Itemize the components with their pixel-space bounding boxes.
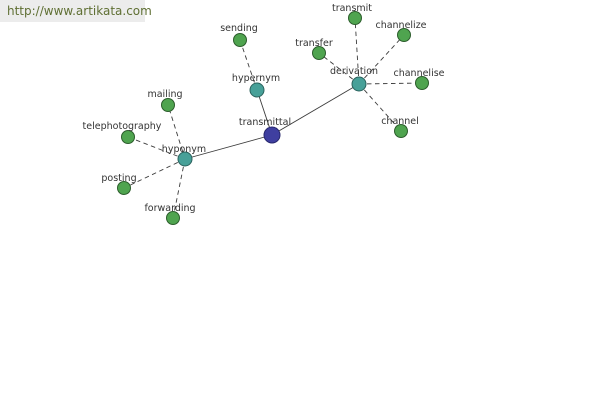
browser-url-bar[interactable]: http://www.artikata.com (0, 0, 152, 22)
url-text: http://www.artikata.com (7, 4, 152, 18)
edge-transmittal-hyponym (184, 134, 273, 160)
edge-hypernym-sending (239, 39, 258, 91)
graph-node-hypernym[interactable] (249, 82, 265, 98)
graph-node-forwarding[interactable] (166, 211, 180, 225)
node-label-hyponym: hyponym (162, 144, 206, 155)
graph-node-hyponym[interactable] (177, 151, 193, 167)
node-label-posting: posting (101, 173, 136, 184)
graph-node-posting[interactable] (117, 181, 131, 195)
graph-node-channelize[interactable] (397, 28, 411, 42)
edge-hyponym-mailing (167, 104, 186, 160)
node-label-transmit: transmit (332, 3, 372, 14)
edge-derivation-transmit (354, 17, 360, 85)
node-label-mailing: mailing (147, 89, 182, 100)
graph-node-derivation[interactable] (351, 76, 367, 92)
graph-node-mailing[interactable] (161, 98, 175, 112)
node-label-transfer: transfer (295, 38, 333, 49)
edge-derivation-transfer (318, 52, 360, 85)
node-label-forwarding: forwarding (144, 203, 195, 214)
node-label-telephotography: telephotography (83, 121, 162, 132)
graph-node-sending[interactable] (233, 33, 247, 47)
node-label-derivation: derivation (330, 66, 378, 77)
edge-transmittal-derivation (271, 83, 360, 136)
node-label-channelise: channelise (393, 68, 444, 79)
edge-hyponym-telephotography (127, 136, 186, 160)
edge-derivation-channelise (358, 82, 423, 85)
edge-hyponym-forwarding (172, 158, 186, 219)
node-label-transmittal: transmittal (239, 117, 291, 128)
graph-node-channel[interactable] (394, 124, 408, 138)
graph-node-channelise[interactable] (415, 76, 429, 90)
edge-hyponym-posting (123, 158, 186, 189)
graph-node-transmit[interactable] (348, 11, 362, 25)
graph-node-transfer[interactable] (312, 46, 326, 60)
node-label-channelize: channelize (375, 20, 426, 31)
graph-node-telephotography[interactable] (121, 130, 135, 144)
edge-derivation-channelize (358, 34, 405, 85)
edge-derivation-channel (358, 83, 402, 132)
node-label-sending: sending (220, 23, 258, 34)
node-label-channel: channel (381, 116, 419, 127)
graph-node-transmittal[interactable] (263, 126, 281, 144)
node-label-hypernym: hypernym (232, 73, 280, 84)
